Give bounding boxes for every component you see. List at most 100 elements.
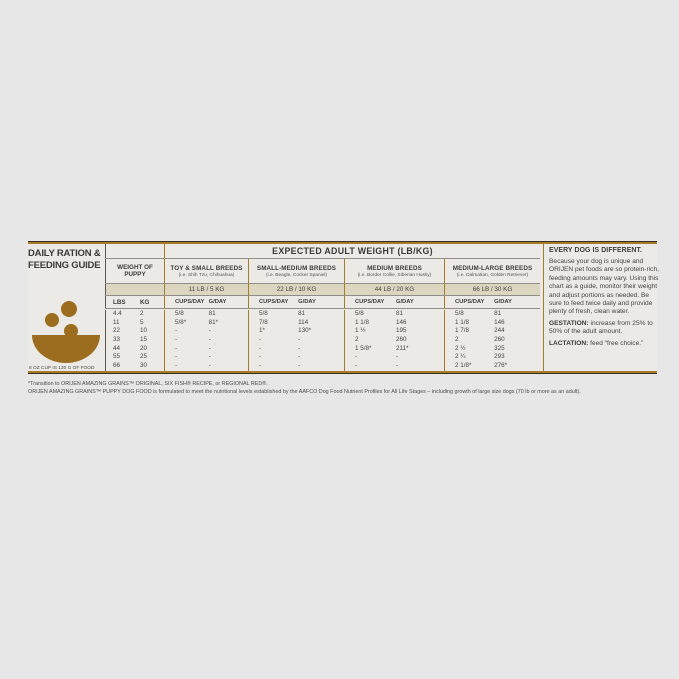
breed-name: TOY & SMALL BREEDS (170, 264, 243, 272)
puppy-weight-cell: 11 5 (105, 318, 165, 328)
grams-per-day-value: - (298, 336, 301, 344)
grams-per-day-value: 81 (395, 310, 403, 317)
weight-limit: 11 LB / 5 KG (188, 286, 225, 293)
puppy-weight-lbs: 44 (113, 344, 121, 352)
cups-per-day-value: - (175, 353, 178, 361)
puppy-weight-cell: 55 25 (105, 353, 165, 363)
cups-per-day-value: - (355, 362, 358, 370)
breed-name: SMALL-MEDIUM BREEDS (256, 264, 337, 272)
grams-per-day-label: G/DAY (208, 299, 227, 305)
cups-per-day-value: 1 5/8* (355, 344, 372, 352)
feeding-table-body: 4.4 2 5/8 81 5/8 81 5/8 81 5/8 81 11 5 5/8* 81* 7/8 114… (105, 309, 540, 372)
cups-per-day-label: CUPS/DAY (259, 299, 289, 305)
breed-column-header-toy-small: TOY & SMALL BREEDS (i.e. Shih Tzu, Chihu… (165, 259, 248, 283)
grams-per-day-value: 114 (298, 318, 309, 326)
panel-title-line2: FEEDING GUIDE (28, 259, 101, 271)
cups-per-day-value: - (259, 353, 262, 361)
cups-per-day-value: 5/8 (455, 310, 464, 317)
feeding-amount-cell: -- (165, 362, 248, 371)
grams-per-day-value: - (395, 362, 399, 370)
feeding-amount-cell: -- (248, 336, 344, 345)
footnote-transition: *Transition to ORIJEN AMAZING GRAINS™ OR… (28, 381, 268, 387)
cups-per-day-value: 5/8* (175, 318, 187, 326)
daily-ration-panel: DAILY RATION & FEEDING GUIDE 8 OZ CUP IS… (28, 244, 105, 371)
puppy-weight-lbs: 33 (113, 336, 121, 344)
cups-per-day-value: 1* (259, 327, 265, 335)
grams-per-day-value: 276* (494, 362, 508, 370)
breed-column-header-medium: MEDIUM BREEDS (i.e. Border Collie, Siber… (344, 259, 444, 283)
top-rule (28, 241, 657, 244)
feeding-amount-cell: 2 ½ 325 (444, 344, 540, 354)
weight-limit: 66 LB / 30 KG (444, 284, 540, 295)
puppy-weight-lbs: 55 (113, 353, 121, 361)
puppy-weight-cell: 66 30 (105, 362, 165, 371)
cups-per-day-label: CUPS/DAY (175, 299, 205, 305)
grams-per-day-value: - (208, 327, 211, 335)
cups-per-day-value: 2 (355, 336, 359, 344)
breed-name: MEDIUM BREEDS (367, 264, 422, 272)
puppy-weight-lbs: 22 (113, 327, 121, 335)
puppy-weight-cell: 33 15 (105, 336, 165, 345)
feeding-table-row: 55 25- - - - - -2 ¼ 293 (105, 353, 540, 363)
grams-per-day-value: - (208, 353, 211, 361)
breed-examples: (i.e. Border Collie, Siberian Husky) (357, 272, 432, 278)
gestation-note: GESTATION: increase from 25% to 50% of t… (549, 320, 663, 337)
weight-header-line2: PUPPY (124, 271, 146, 278)
feeding-amount-cell: 1* 130* (248, 327, 344, 337)
puppy-weight-kg: 25 (140, 353, 148, 361)
weight-header-line1: WEIGHT OF (117, 263, 153, 271)
cups-per-day-value: 5/8 (259, 310, 268, 317)
puppy-weight-lbs: 66 (113, 362, 121, 370)
cups-per-day-value: - (355, 353, 358, 361)
grams-per-day-value: - (298, 362, 301, 370)
cup-size-note: 8 OZ CUP IS 130 G OF FOOD (29, 366, 95, 371)
lactation-note: LACTATION: feed “free choice.” (549, 340, 663, 348)
cups-per-day-value: - (175, 362, 178, 370)
lbs-label: LBS (113, 298, 126, 306)
lactation-label: LACTATION: (549, 339, 589, 347)
breed-examples: (i.e. Beagle, Cocker Spaniel) (265, 272, 328, 278)
units-header: CUPS/DAY G/DAY (165, 296, 248, 308)
feeding-amount-cell: 1 1/8 146 (344, 318, 444, 328)
feeding-guide-panel: DAILY RATION & FEEDING GUIDE 8 OZ CUP IS… (28, 241, 659, 411)
grams-per-day-value: 260 (395, 336, 407, 344)
feeding-table-row: 4.4 2 5/8 81 5/8 81 5/8 81 5/8 81 (105, 310, 540, 319)
cups-per-day-value: 5/8 (175, 310, 184, 317)
bowl-with-kibble-icon (32, 301, 100, 363)
feeding-table-row: 44 20- - - -1 5/8* 211* 2 ½ 325 (105, 344, 540, 354)
feeding-amount-cell: 2 1/8* 276* (444, 362, 540, 371)
breed-examples: (i.e. Dalmatian, Golden Retriever) (456, 272, 529, 278)
cups-per-day-value: 2 1/8* (455, 362, 472, 370)
cups-per-day-value: 2 ¼ (455, 353, 466, 361)
grams-per-day-value: - (208, 336, 211, 344)
feeding-table: EXPECTED ADULT WEIGHT (LB/KG) WEIGHT OF … (105, 244, 540, 371)
puppy-weight-kg: 30 (140, 362, 148, 370)
grams-per-day-value: 81 (494, 310, 502, 317)
guide-background (28, 244, 657, 371)
grams-per-day-value: - (298, 353, 301, 361)
feeding-amount-cell: 5/8 81 (165, 310, 248, 319)
lbs-kg-header: LBS KG (105, 296, 165, 308)
puppy-weight-cell: 44 20 (105, 344, 165, 354)
adult-weight-limit-row: 11 LB / 5 KG 22 LB / 10 KG 44 LB / 20 KG… (105, 284, 540, 296)
grams-per-day-label: G/DAY (298, 299, 316, 305)
feeding-amount-cell: 1 7/8 244 (444, 327, 540, 337)
feeding-amount-cell: 5/8 81 (344, 310, 444, 319)
puppy-weight-lbs: 11 (113, 318, 120, 326)
weight-limit: 22 LB / 10 KG (248, 284, 344, 295)
cups-per-day-value: - (175, 344, 178, 352)
grams-per-day-value: 146 (395, 318, 407, 326)
grams-per-day-value: 325 (494, 344, 505, 352)
cups-per-day-value: 7/8 (259, 318, 268, 326)
cups-per-day-value: - (259, 336, 262, 344)
units-header: CUPS/DAY G/DAY (248, 296, 344, 308)
cups-per-day-value: 1 1/8 (355, 318, 370, 326)
feeding-table-row: 22 10- -1* 130* 1 ½ 195 1 7/8 244 (105, 327, 540, 337)
feeding-amount-cell: -- (344, 362, 444, 371)
breed-name: MEDIUM-LARGE BREEDS (452, 264, 533, 272)
units-header: CUPS/DAY G/DAY (344, 296, 444, 308)
note-title: EVERY DOG IS DIFFERENT. (549, 247, 643, 254)
feeding-amount-cell: 5/8 81 (248, 310, 344, 319)
cups-per-day-value: - (259, 362, 262, 370)
feeding-amount-cell: -- (165, 353, 248, 362)
